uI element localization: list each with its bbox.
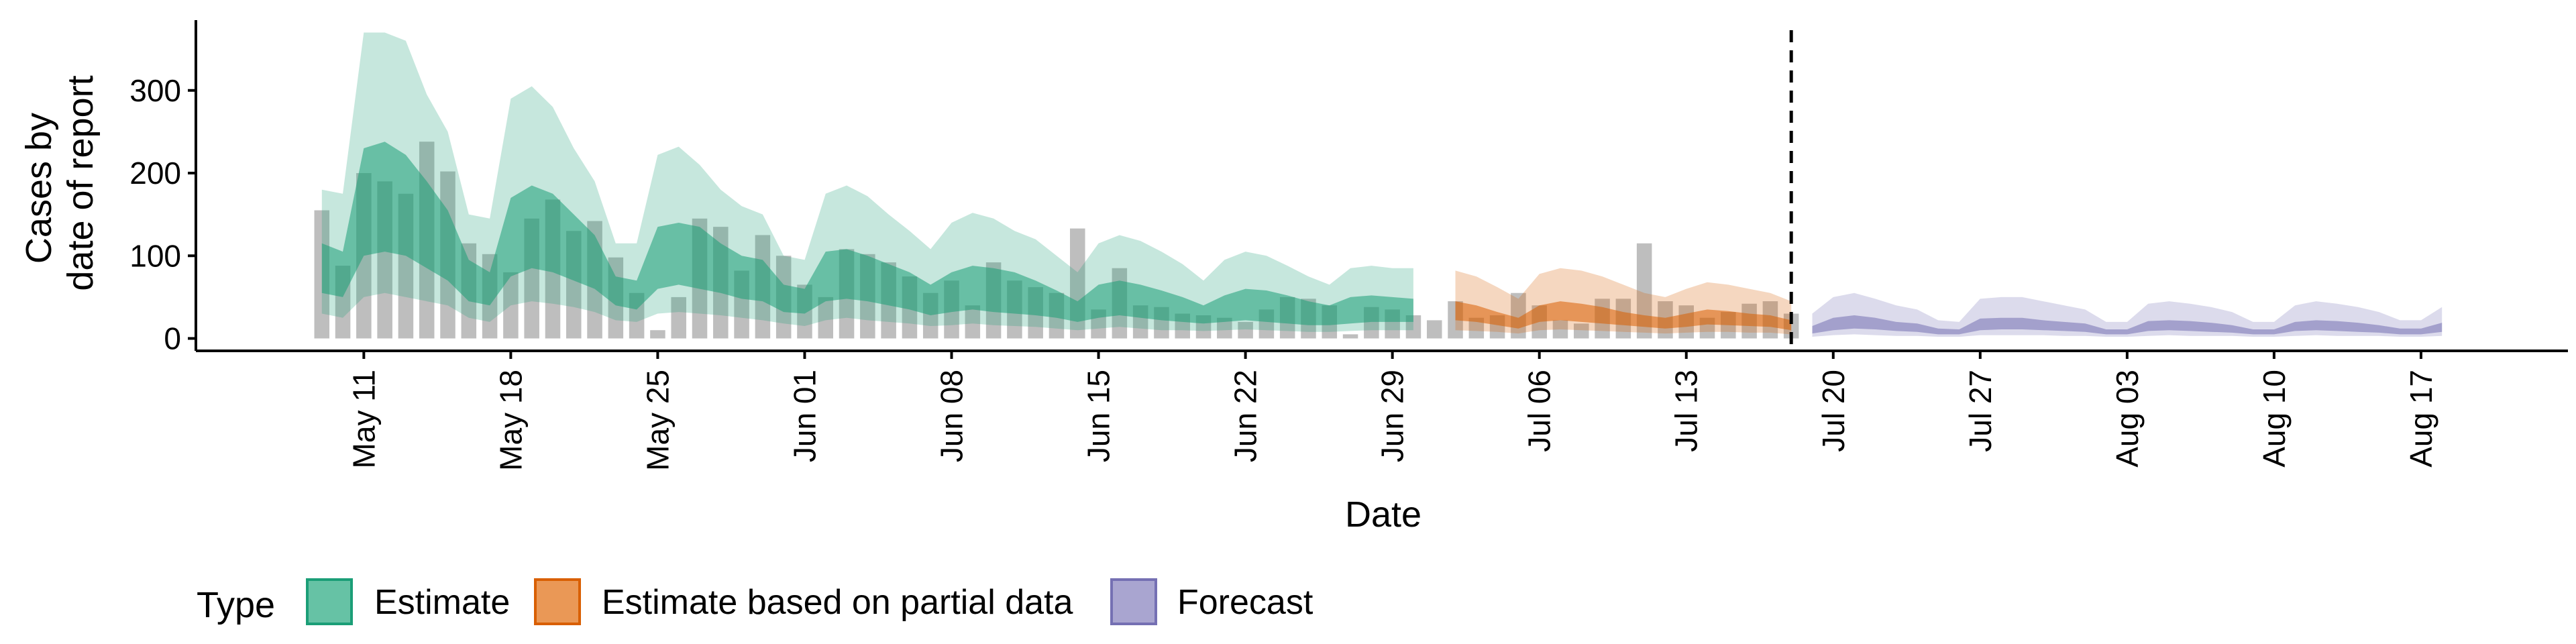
y-tick-label: 100: [129, 238, 181, 273]
legend: Type Estimate Estimate based on partial d…: [197, 578, 1313, 625]
y-tick-label: 300: [129, 73, 181, 108]
legend-label: Forecast: [1177, 583, 1313, 622]
legend-items: Estimate Estimate based on partial data Fo…: [306, 578, 1313, 625]
observed-case-bar: [1636, 243, 1652, 339]
legend-label: Estimate based on partial data: [602, 583, 1073, 622]
observed-case-bar: [1217, 317, 1232, 339]
x-tick-label: May 25: [640, 370, 675, 471]
x-tick-label: Jun 22: [1228, 370, 1263, 462]
x-tick-label: Jun 08: [934, 370, 969, 462]
legend-key: [306, 578, 353, 625]
x-axis-title: Date: [1345, 494, 1421, 535]
legend-label: Estimate: [374, 583, 510, 622]
plot-area: [314, 30, 2443, 351]
x-tick-label: Aug 03: [2110, 370, 2145, 468]
x-tick-label: May 11: [346, 370, 381, 468]
x-tick-label: May 18: [493, 370, 528, 471]
axes: 0 100 200 300 May 11 May 18 May 25 Jun 01 Jun 0…: [129, 20, 2568, 471]
observed-case-bar: [965, 305, 981, 339]
estimate-bands: [321, 32, 2443, 337]
y-axis-title-line-2: date of report: [60, 75, 101, 290]
estimate-band-50: [321, 142, 1413, 325]
x-tick-label: Jul 20: [1816, 370, 1851, 452]
observed-case-bar: [650, 330, 665, 339]
x-tick-label: Jul 06: [1522, 370, 1557, 452]
legend-key: [1110, 578, 1157, 625]
x-tick-label: Aug 17: [2404, 370, 2438, 468]
y-tick-label: 0: [164, 321, 181, 356]
observed-case-bar: [1468, 317, 1485, 339]
estimate-based-on-partial-data-band-50: [1455, 301, 1792, 331]
observed-case-bar: [314, 210, 330, 339]
x-tick-label: Aug 10: [2257, 370, 2292, 468]
x-tick-label: Jun 29: [1375, 370, 1410, 462]
observed-case-bar: [1426, 320, 1442, 339]
y-axis-ticks: 0 100 200 300: [129, 73, 196, 356]
y-tick-label: 200: [129, 156, 181, 191]
y-axis-title: Cases by date of report: [19, 75, 101, 290]
x-tick-label: Jul 13: [1669, 370, 1704, 452]
observed-case-bar: [818, 297, 834, 339]
forecast-band-50: [1812, 315, 2443, 335]
x-tick-label: Jun 01: [787, 370, 822, 462]
observed-case-bar: [1238, 321, 1253, 339]
legend-title: Type: [197, 585, 275, 625]
x-tick-label: Jul 27: [1963, 370, 1998, 452]
y-axis-title-line-1: Cases by: [19, 113, 59, 264]
x-axis-ticks: May 11 May 18 May 25 Jun 01 Jun 08 Jun 15 Jun …: [346, 351, 2438, 471]
x-tick-label: Jun 15: [1081, 370, 1116, 462]
legend-key: [534, 578, 581, 625]
observed-case-bar: [671, 297, 686, 339]
observed-case-bar: [1552, 320, 1568, 339]
observed-case-bar: [503, 272, 519, 339]
observed-case-bar: [1574, 323, 1589, 339]
observed-case-bar: [1342, 334, 1358, 339]
